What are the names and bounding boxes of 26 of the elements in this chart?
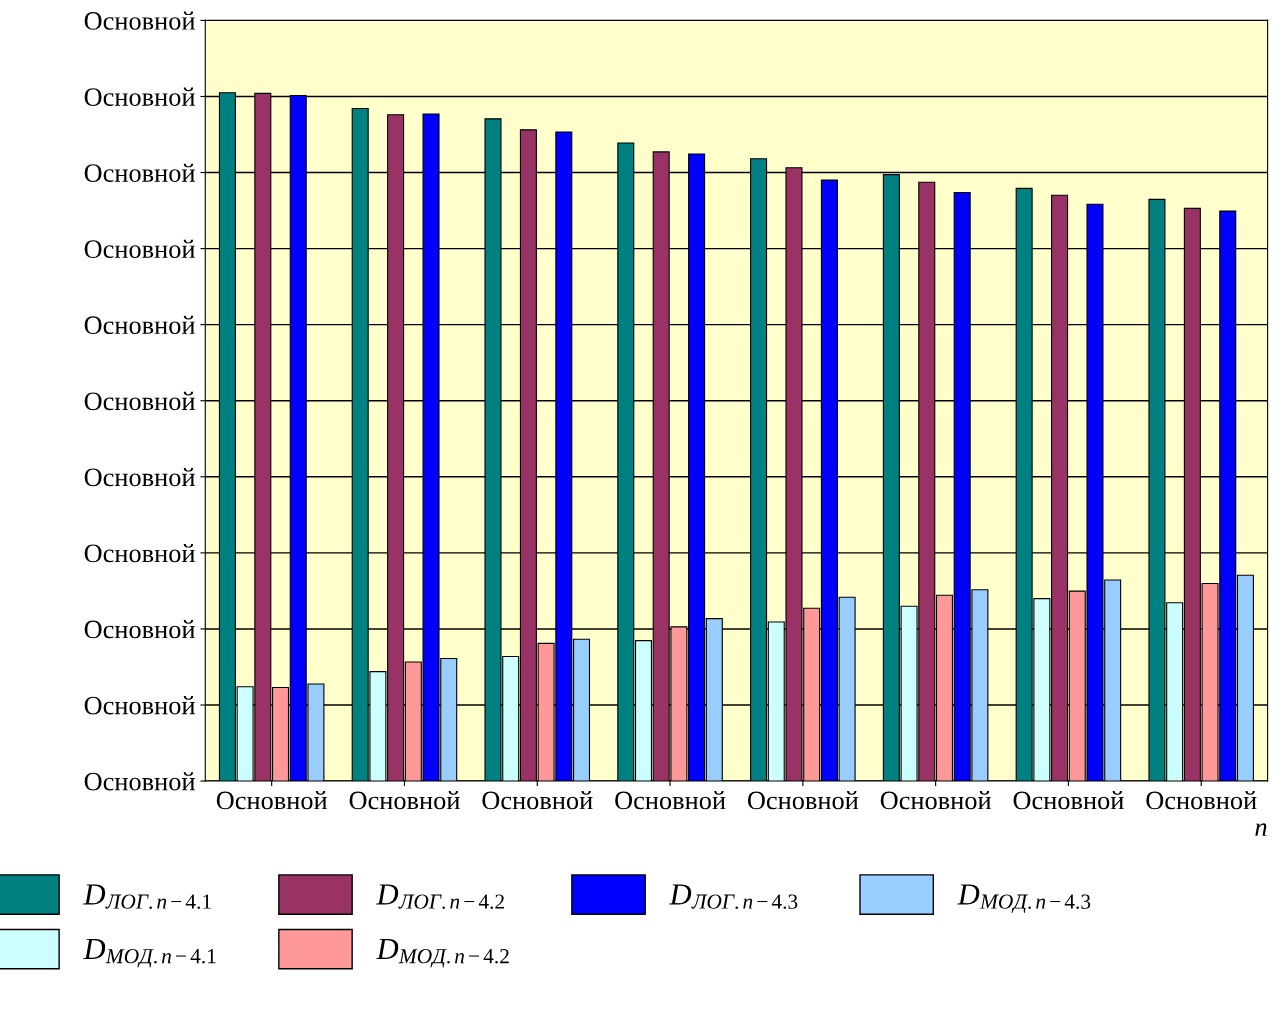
x-axis-title: n <box>1255 823 1267 836</box>
x-tick-label: Основной <box>216 791 328 810</box>
text: Основной <box>84 467 195 487</box>
x-tick-label: Основной <box>615 791 726 810</box>
text: Основной <box>84 315 195 335</box>
x-tick-label: Основной <box>1146 791 1257 810</box>
legend-label: D$_{ЛОГ.n−4.2}$ <box>376 884 504 909</box>
text: Основной <box>84 87 195 106</box>
legend-label: D$_{МОД.n−4.3}$ <box>957 884 1091 913</box>
x-tick-label: Основной <box>482 791 593 810</box>
x-tick-label: Основной <box>1013 791 1124 810</box>
text: Основной <box>84 239 195 259</box>
text: Основной <box>84 163 195 182</box>
x-tick-label: Основной <box>349 791 460 810</box>
legend-label: D$_{МОД.n−4.2}$ <box>376 938 509 968</box>
text: Основной <box>84 391 195 411</box>
text: Основной <box>84 11 195 30</box>
legend-label: D$_{ЛОГ.n−4.1}$ <box>83 884 211 909</box>
text: Основной <box>84 772 195 791</box>
x-tick-label: Основной <box>747 791 859 810</box>
legend-label: D$_{МОД.n−4.1}$ <box>83 938 216 968</box>
text: Основной <box>84 620 195 639</box>
x-tick-label: Основной <box>880 791 991 810</box>
text: Основной <box>84 696 195 715</box>
legend-label: D$_{ЛОГ.n−4.3}$ <box>669 884 798 909</box>
text: Основной <box>84 543 195 563</box>
